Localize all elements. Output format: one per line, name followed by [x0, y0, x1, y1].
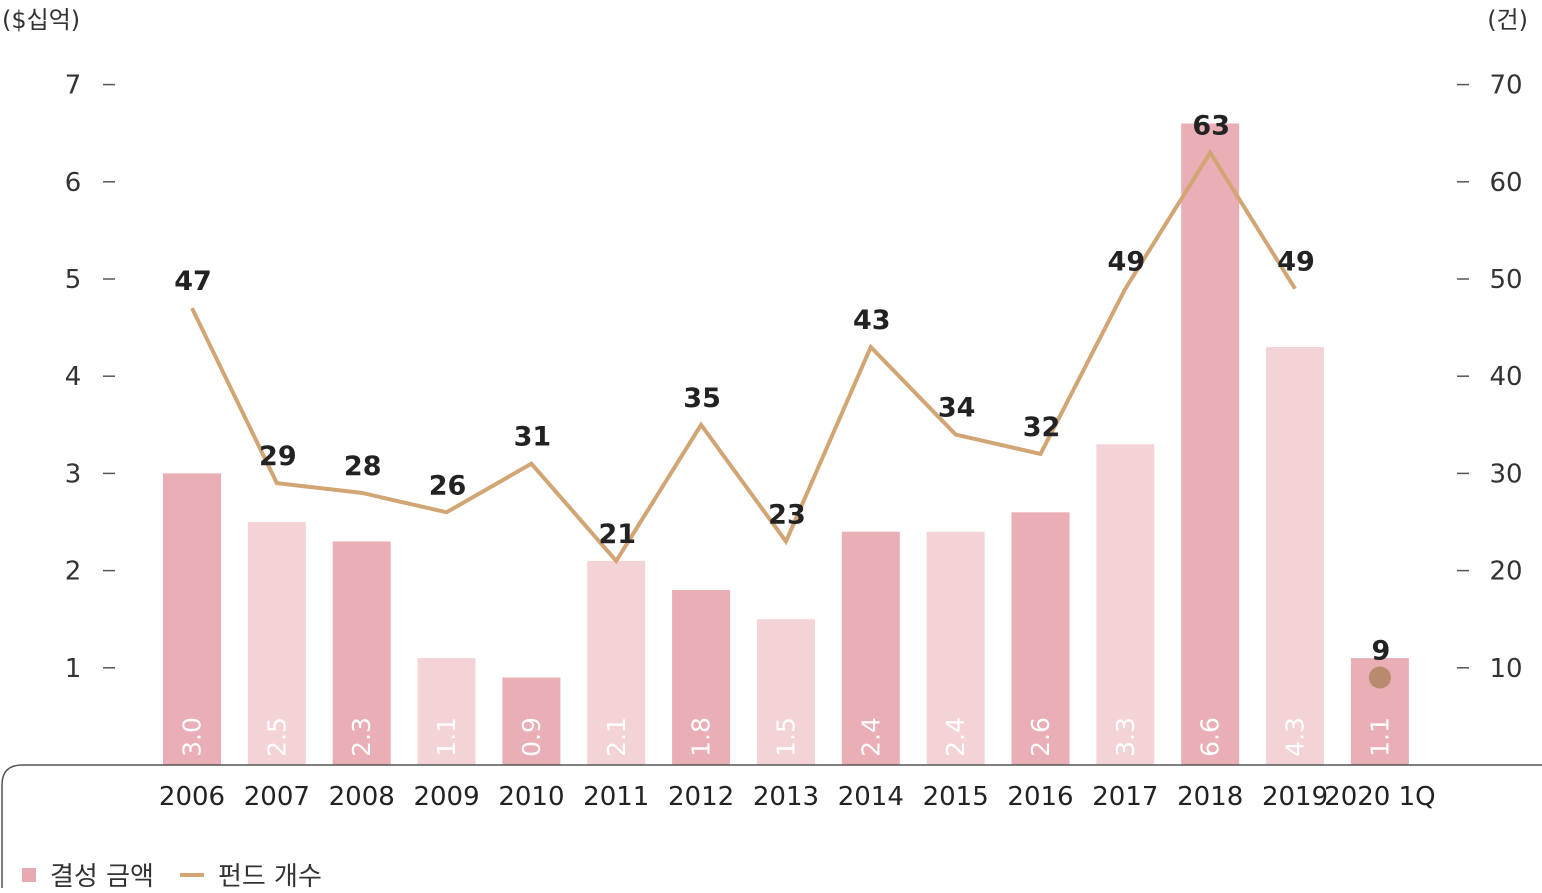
y-left-tick-label: 7 — [65, 71, 82, 101]
line-point-marker — [1368, 666, 1391, 689]
line-value-label: 43 — [853, 305, 891, 336]
bar-value-label: 2.4 — [941, 717, 970, 757]
y-left-tick-label: 6 — [65, 168, 82, 198]
x-tick-label: 2013 — [753, 782, 819, 812]
x-tick-label: 2017 — [1092, 782, 1158, 812]
line-value-label: 31 — [514, 422, 552, 453]
line-value-label: 21 — [598, 519, 636, 550]
line-value-label: 32 — [1023, 412, 1061, 443]
x-tick-label: 2015 — [923, 782, 989, 812]
bar-value-label: 2.3 — [347, 717, 376, 757]
y-left-tick-label: 1 — [65, 654, 82, 684]
bar-value-label: 2.4 — [856, 717, 885, 757]
line-value-label: 26 — [429, 470, 467, 501]
y-left-tick-label: 2 — [65, 557, 82, 587]
bar-value-label: 2.6 — [1026, 717, 1055, 757]
left-axis-unit: ($십억) — [2, 6, 81, 34]
y-right-tick-label: 40 — [1489, 362, 1522, 392]
line-value-label: 49 — [1108, 247, 1146, 278]
bar-value-label: 3.3 — [1111, 717, 1140, 757]
bar-value-label: 3.0 — [178, 717, 207, 757]
bar-value-label: 1.1 — [1365, 717, 1394, 757]
line-value-label: 47 — [174, 266, 212, 297]
line-value-label: 63 — [1192, 111, 1230, 142]
x-tick-label: 2018 — [1177, 782, 1243, 812]
bar — [332, 541, 391, 765]
bar — [417, 658, 476, 765]
x-tick-label: 2009 — [413, 782, 479, 812]
bar-value-label: 1.8 — [687, 717, 716, 757]
x-tick-label: 2019 — [1262, 782, 1328, 812]
bar — [587, 560, 646, 765]
y-right-tick-label: 50 — [1489, 265, 1522, 295]
x-tick-label: 2010 — [498, 782, 564, 812]
y-right-tick-label: 30 — [1489, 459, 1522, 489]
bar — [926, 531, 985, 765]
y-right-tick-label: 20 — [1489, 557, 1522, 587]
y-right-tick-label: 60 — [1489, 168, 1522, 198]
bar — [1266, 347, 1325, 765]
right-axis-unit: (건) — [1487, 6, 1528, 34]
legend-item-funds: 펀드 개수 — [179, 856, 322, 893]
y-left-tick-label: 4 — [65, 362, 82, 392]
y-left-tick-label: 5 — [65, 265, 82, 295]
legend-bar-swatch — [22, 867, 36, 882]
line-value-label: 35 — [683, 383, 721, 414]
legend-line-swatch — [179, 872, 204, 877]
bar-value-label: 1.1 — [432, 717, 461, 757]
bar-value-label: 2.5 — [262, 717, 291, 757]
line-value-label: 49 — [1277, 247, 1315, 278]
legend: 결성 금액 펀드 개수 — [22, 856, 348, 893]
line-value-label: 23 — [768, 499, 806, 530]
x-tick-label: 2011 — [583, 782, 649, 812]
bar-value-label: 2.1 — [602, 717, 631, 757]
x-tick-label: 2012 — [668, 782, 734, 812]
x-tick-label: 2016 — [1007, 782, 1073, 812]
bar — [163, 473, 221, 765]
bar-value-label: 0.9 — [517, 717, 546, 757]
x-tick-label: 2007 — [244, 782, 310, 812]
bar — [672, 590, 731, 765]
y-right-tick-label: 70 — [1489, 71, 1522, 101]
bar — [247, 522, 306, 765]
line-value-label: 9 — [1372, 636, 1391, 667]
legend-funds-label: 펀드 개수 — [217, 862, 322, 892]
bar — [1181, 123, 1240, 766]
bar — [1096, 444, 1155, 765]
bar — [841, 531, 900, 765]
bar-value-label: 1.5 — [771, 717, 800, 757]
x-tick-label: 2008 — [329, 782, 395, 812]
y-left-tick-label: 3 — [65, 459, 82, 489]
line-value-label: 29 — [259, 441, 297, 472]
bar — [1011, 512, 1070, 765]
line-value-label: 34 — [938, 393, 976, 424]
bar — [502, 677, 561, 765]
y-right-tick-label: 10 — [1489, 654, 1522, 684]
x-tick-label: 2014 — [838, 782, 904, 812]
line-series-funds — [190, 148, 1297, 565]
x-tick-label: 2020 1Q — [1324, 782, 1435, 812]
bar-value-label: 4.3 — [1281, 717, 1310, 757]
bar — [756, 619, 815, 765]
x-axis-line — [1, 764, 1542, 888]
line-value-label: 28 — [344, 451, 382, 482]
legend-item-amount: 결성 금액 — [22, 856, 154, 893]
bar-value-label: 6.6 — [1196, 717, 1225, 757]
x-tick-label: 2006 — [159, 782, 225, 812]
legend-amount-label: 결성 금액 — [50, 862, 154, 892]
